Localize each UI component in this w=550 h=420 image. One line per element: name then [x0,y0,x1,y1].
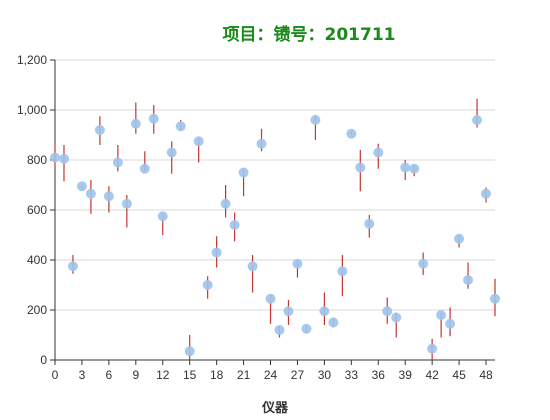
data-point [409,163,420,174]
data-point [463,275,474,285]
x-tick-label: 42 [425,368,439,382]
data-point [76,181,87,192]
x-tick-label: 48 [479,368,493,382]
x-tick-label: 15 [183,368,197,382]
y-tick-label: 400 [27,253,47,267]
x-tick-label: 45 [452,368,466,382]
data-point [256,138,267,149]
data-point [382,306,393,317]
data-point [373,147,384,158]
data-point [292,258,303,269]
x-tick-label: 33 [345,368,359,382]
data-point [175,121,186,132]
data-point [50,152,60,163]
data-point [454,233,465,244]
data-point [58,153,69,164]
data-point [247,261,258,272]
data-point [67,261,78,272]
data-point [481,188,492,199]
x-tick-label: 24 [264,368,278,382]
data-point [130,118,141,129]
y-tick-label: 800 [27,153,47,167]
data-point [436,310,447,320]
data-point [283,306,294,317]
data-point [472,115,483,125]
data-point [148,113,159,124]
chart-title: 项目：镄号：201711 [223,24,396,45]
data-point [400,162,411,173]
data-point [391,312,402,323]
x-tick-label: 0 [52,368,59,382]
x-tick-label: 3 [79,368,86,382]
data-point [346,128,357,139]
x-axis-title: 仪器 [261,401,289,416]
data-points [50,113,500,357]
data-point [211,247,222,258]
data-point [139,163,150,174]
grid [55,59,495,311]
data-point [112,157,123,168]
data-point [238,167,249,178]
data-point [85,188,96,199]
x-tick-label: 30 [318,368,332,382]
data-point [202,280,213,290]
data-point [490,293,500,304]
data-point [274,325,285,335]
y-tick-label: 0 [40,353,47,367]
x-tick-label: 18 [210,368,224,382]
x-tick-label: 36 [372,368,386,382]
x-tick-label: 12 [156,368,170,382]
data-point [103,191,114,202]
data-point [301,323,312,334]
data-point [265,293,276,304]
data-point [364,218,375,229]
data-point [337,266,348,277]
y-tick-label: 1,000 [17,103,47,117]
data-point [427,343,438,354]
x-tick-label: 39 [399,368,413,382]
data-point [94,125,105,135]
y-tick-label: 200 [27,303,47,317]
data-point [310,115,321,125]
x-tick-label: 21 [237,368,251,382]
data-point [184,346,195,357]
data-point [328,317,339,328]
y-tick-label: 600 [27,203,47,217]
data-point [445,318,456,329]
data-point [121,198,132,209]
data-point [157,211,168,222]
x-tick-label: 9 [132,368,139,382]
y-tick-label: 1,200 [17,53,47,67]
data-point [166,147,177,158]
data-point [220,198,231,209]
data-point [418,258,429,269]
error-bars [54,98,496,360]
data-point [355,162,366,173]
x-tick-label: 27 [291,368,305,382]
data-point [319,306,330,317]
x-tick-label: 6 [106,368,113,382]
data-point [229,220,240,230]
data-point [193,136,204,147]
